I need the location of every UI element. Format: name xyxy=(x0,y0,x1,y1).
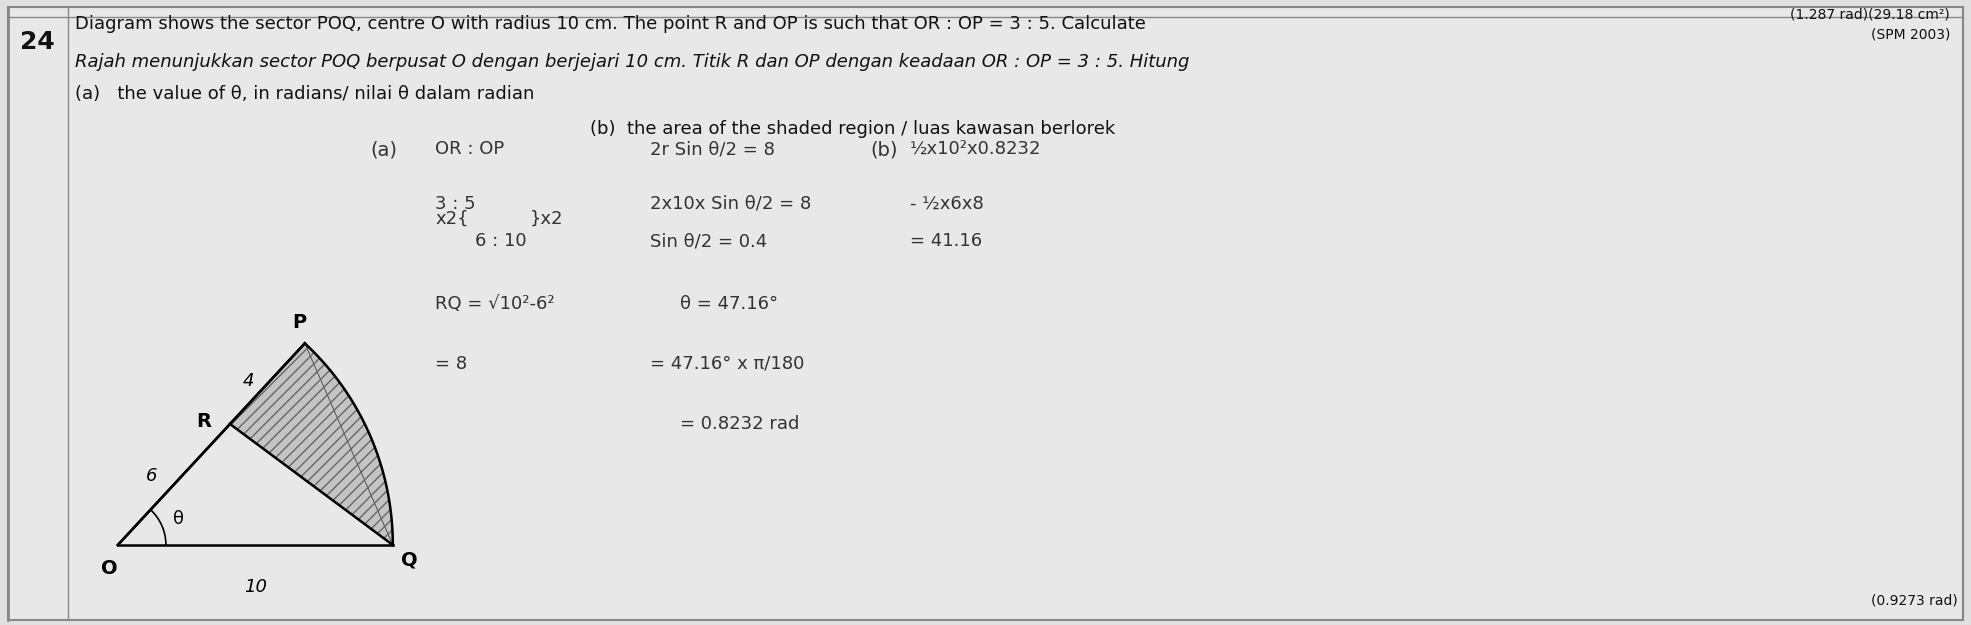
Text: θ: θ xyxy=(173,511,183,529)
Text: = 0.8232 rad: = 0.8232 rad xyxy=(680,415,800,433)
Text: Sin θ/2 = 0.4: Sin θ/2 = 0.4 xyxy=(650,232,767,250)
Text: }x2: }x2 xyxy=(530,210,564,228)
Text: 3 : 5: 3 : 5 xyxy=(436,195,475,213)
Text: 24: 24 xyxy=(20,30,55,54)
Text: 6: 6 xyxy=(146,468,158,485)
Text: - ½x6x8: - ½x6x8 xyxy=(911,195,984,213)
Text: 2x10x Sin θ/2 = 8: 2x10x Sin θ/2 = 8 xyxy=(650,195,812,213)
Text: (1.287 rad)(29.18 cm²): (1.287 rad)(29.18 cm²) xyxy=(1790,7,1949,21)
Text: OR : OP: OR : OP xyxy=(436,140,505,158)
Text: (0.9273 rad): (0.9273 rad) xyxy=(1870,593,1957,607)
Polygon shape xyxy=(231,343,392,545)
Text: 4: 4 xyxy=(242,372,254,390)
Text: O: O xyxy=(101,559,118,578)
Text: = 41.16: = 41.16 xyxy=(911,232,982,250)
Text: Rajah menunjukkan sector POQ berpusat O dengan berjejari 10 cm. Titik R dan OP d: Rajah menunjukkan sector POQ berpusat O … xyxy=(75,53,1189,71)
Text: x2{: x2{ xyxy=(436,210,469,228)
Text: Q: Q xyxy=(400,551,418,569)
Text: (b): (b) xyxy=(869,140,897,159)
Text: θ = 47.16°: θ = 47.16° xyxy=(680,295,779,313)
Text: = 47.16° x π/180: = 47.16° x π/180 xyxy=(650,355,804,373)
Text: (b)  the area of the shaded region / luas kawasan berlorek: (b) the area of the shaded region / luas… xyxy=(589,120,1116,138)
Text: 10: 10 xyxy=(244,578,266,596)
Text: (SPM 2003): (SPM 2003) xyxy=(1870,28,1949,42)
Text: P: P xyxy=(292,313,306,332)
Text: (a): (a) xyxy=(371,140,396,159)
Text: R: R xyxy=(195,412,211,431)
Text: 2r Sin θ/2 = 8: 2r Sin θ/2 = 8 xyxy=(650,140,775,158)
Text: RQ = √10²-6²: RQ = √10²-6² xyxy=(436,295,554,313)
Text: 6 : 10: 6 : 10 xyxy=(475,232,526,250)
Text: ½x10²x0.8232: ½x10²x0.8232 xyxy=(911,140,1041,158)
FancyBboxPatch shape xyxy=(8,7,1963,620)
Text: Diagram shows the sector POQ, centre O with radius 10 cm. The point R and OP is : Diagram shows the sector POQ, centre O w… xyxy=(75,15,1145,33)
Text: = 8: = 8 xyxy=(436,355,467,373)
Text: (a)   the value of θ, in radians/ nilai θ dalam radian: (a) the value of θ, in radians/ nilai θ … xyxy=(75,85,534,103)
